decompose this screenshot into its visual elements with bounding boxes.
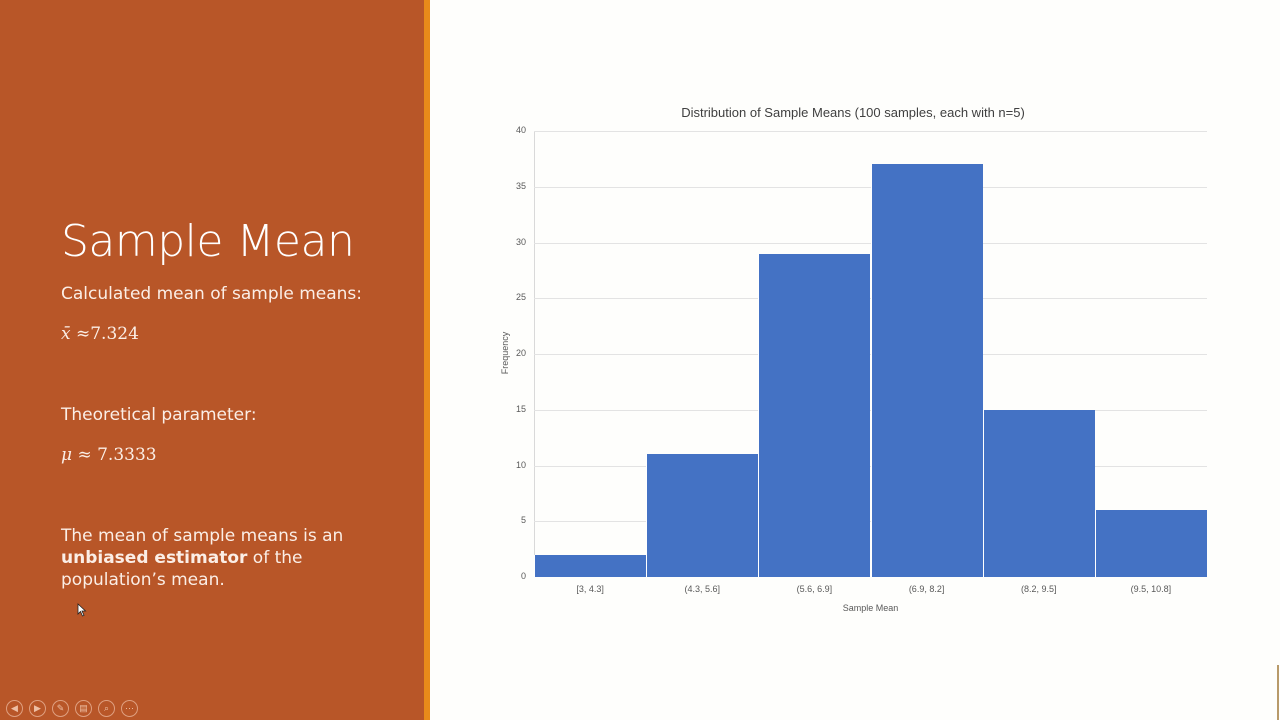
next-slide-button[interactable]: ▶ — [29, 700, 46, 717]
edge-line — [1277, 665, 1279, 720]
y-tick-label: 20 — [515, 348, 526, 358]
y-tick-label: 15 — [515, 403, 526, 414]
theoretical-value: μ ≈ 7.3333 — [61, 445, 157, 465]
histogram-bar — [982, 409, 1095, 577]
y-tick-label: 5 — [520, 515, 526, 526]
histogram-bar — [646, 454, 759, 577]
previous-slide-button[interactable]: ◀ — [6, 700, 23, 717]
calculated-value: x̄ ≈7.324 — [61, 324, 139, 344]
x-tick-label: (9.5, 10.8] — [1130, 584, 1172, 594]
presenter-toolbar: ◀ ▶ ✎ ▤ ⌕ ⋯ — [6, 700, 138, 717]
calculated-number: ≈7.324 — [76, 324, 139, 344]
more-options-button[interactable]: ⋯ — [121, 700, 138, 717]
x-tick-label: (8.2, 9.5] — [1020, 584, 1057, 594]
pen-tool-button[interactable]: ✎ — [52, 700, 69, 717]
histogram-bar — [534, 554, 647, 577]
x-tick-label: [3, 4.3] — [576, 584, 604, 594]
y-tick-label: 35 — [515, 180, 526, 191]
description: The mean of sample means is an unbiased … — [61, 525, 361, 591]
calculated-label: Calculated mean of sample means: — [61, 284, 363, 304]
x-tick-label: (5.6, 6.9] — [796, 584, 833, 594]
slide-title: Sample Mean — [61, 216, 355, 267]
y-tick-label: 10 — [515, 459, 526, 470]
y-tick-label: 25 — [515, 292, 526, 303]
accent-divider — [424, 0, 430, 720]
desc-text-1: The mean of sample means is an — [61, 526, 344, 546]
zoom-button[interactable]: ⌕ — [98, 700, 115, 717]
desc-bold: unbiased estimator — [61, 548, 248, 568]
histogram-bar — [758, 253, 871, 577]
mouse-cursor-icon — [77, 603, 87, 617]
x-axis-label: Sample Mean — [842, 603, 899, 613]
chart-title: Distribution of Sample Means (100 sample… — [681, 105, 1025, 120]
see-all-slides-button[interactable]: ▤ — [75, 700, 92, 717]
x-tick-label: (4.3, 5.6] — [684, 584, 720, 594]
theoretical-label: Theoretical parameter: — [61, 405, 257, 425]
left-panel — [0, 0, 424, 720]
theoretical-number: ≈ 7.3333 — [77, 445, 157, 465]
y-tick-label: 30 — [515, 236, 526, 247]
x-tick-label: (6.9, 8.2] — [908, 584, 945, 594]
histogram-bar — [1094, 510, 1207, 577]
desc-text-2: of the population’s mean. — [61, 548, 303, 590]
y-tick-label: 40 — [515, 125, 526, 135]
gridline — [534, 131, 1207, 132]
mu-symbol: μ — [61, 445, 73, 465]
histogram-bar — [870, 164, 983, 577]
plot-area: 0 5 10 15 20 25 30 35 40 — [516, 125, 1207, 581]
y-tick-label: 0 — [520, 571, 526, 581]
xbar-symbol: x̄ — [61, 324, 71, 344]
